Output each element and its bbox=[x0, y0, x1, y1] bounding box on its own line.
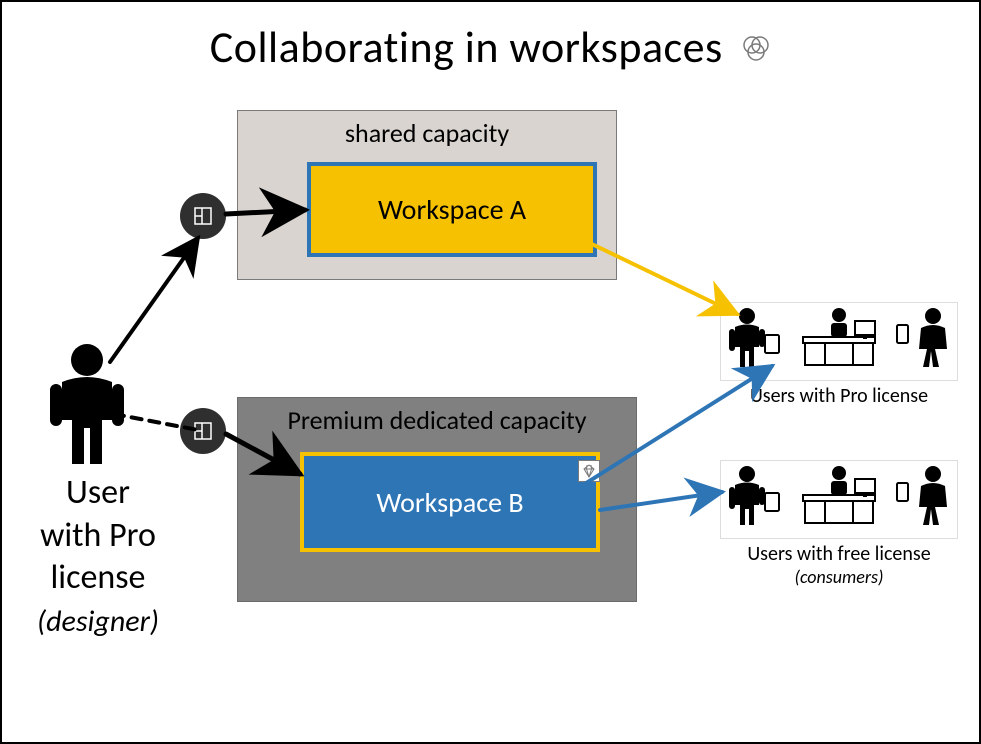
users-pro-icons bbox=[720, 302, 958, 381]
users-pro-group: Users with Pro license bbox=[720, 302, 958, 408]
users-free-group: Users with free license (consumers) bbox=[720, 460, 958, 589]
designer-label: User with Pro license (designer) bbox=[8, 472, 188, 642]
premium-capacity-label: Premium dedicated capacity bbox=[238, 404, 636, 436]
workspace-badge-icon bbox=[180, 193, 226, 239]
designer-line2: with Pro bbox=[40, 515, 156, 556]
diagram-canvas: Collaborating in workspaces shared capac… bbox=[0, 0, 981, 744]
person-phone-icon bbox=[895, 307, 951, 376]
users-pro-caption: Users with Pro license bbox=[720, 385, 958, 408]
person-desk-icon bbox=[795, 465, 883, 534]
venn-icon bbox=[741, 21, 771, 75]
designer-role: (designer) bbox=[37, 603, 159, 640]
workspace-b-label: Workspace B bbox=[376, 485, 523, 520]
users-free-caption-line2: (consumers) bbox=[794, 566, 883, 588]
workspace-badge-icon bbox=[180, 408, 226, 454]
workspace-b-box: Workspace B bbox=[300, 452, 600, 552]
person-phone-icon bbox=[895, 465, 951, 534]
page-title: Collaborating in workspaces bbox=[2, 20, 979, 79]
workspace-a-box: Workspace A bbox=[307, 162, 597, 257]
users-free-caption: Users with free license (consumers) bbox=[720, 543, 958, 589]
shared-capacity-label: shared capacity bbox=[238, 117, 616, 149]
person-tablet-icon bbox=[727, 465, 783, 534]
title-text: Collaborating in workspaces bbox=[210, 20, 723, 74]
workspace-a-label: Workspace A bbox=[378, 192, 526, 227]
person-icon bbox=[32, 342, 142, 472]
diamond-icon bbox=[578, 460, 600, 482]
users-free-caption-line1: Users with free license bbox=[747, 542, 930, 566]
users-free-icons bbox=[720, 460, 958, 539]
person-desk-icon bbox=[795, 307, 883, 376]
designer-line3: license bbox=[51, 557, 146, 598]
person-tablet-icon bbox=[727, 307, 783, 376]
designer-line1: User bbox=[66, 472, 130, 513]
